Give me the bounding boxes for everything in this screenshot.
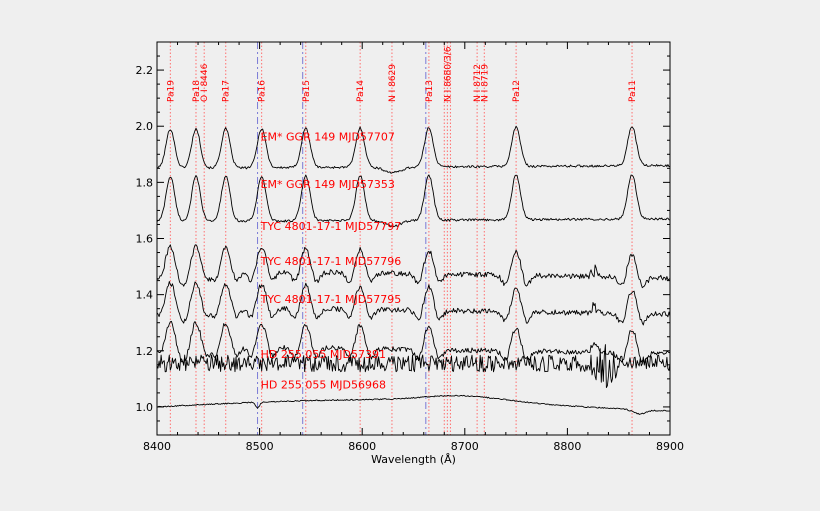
x-tick-label: 8800: [553, 440, 581, 453]
line-id-label: N I 8629: [388, 64, 398, 102]
spectrum-line: [156, 344, 671, 389]
spectrum-line: [156, 281, 671, 326]
series-label: EM* GGR 149 MJD57707: [261, 130, 395, 143]
line-id-label: Pa19: [166, 80, 176, 102]
line-id-label: Pa18: [192, 80, 202, 102]
line-id-label: Pa14: [356, 80, 366, 102]
line-id-label: Pa13: [425, 80, 435, 102]
line-id-label: Pa17: [222, 80, 232, 102]
series-label: HD 255 055 MJD57391: [261, 348, 386, 361]
axes: 8400 8500 8600 8700 8800 8900 1.0 1.2 1.4 1.6 1.8 2…: [136, 41, 684, 466]
x-tick-label: 8400: [143, 440, 171, 453]
spectrum-line: [156, 125, 671, 174]
series-label: EM* GGR 149 MJD57353: [261, 178, 395, 191]
x-tick-label: 8500: [246, 440, 274, 453]
y-tick-label: 2.0: [136, 120, 154, 133]
annotation-labels: EM* GGR 149 MJD57707 EM* GGR 149 MJD57353…: [166, 46, 638, 391]
series-label: TYC 4801-17-1 MJD57797: [260, 220, 402, 233]
line-id-label: Pa16: [258, 80, 268, 102]
line-id-label: N I 8680/3/6: [443, 46, 453, 102]
x-tick-label: 8700: [451, 440, 479, 453]
y-tick-label: 1.6: [136, 233, 154, 246]
x-axis-title: Wavelength (Å): [371, 453, 456, 466]
line-id-label: N I 8719: [480, 64, 490, 102]
spectrum-line: [156, 320, 671, 364]
spectrum-line: [156, 394, 671, 415]
spectrum-line: [156, 174, 671, 228]
line-id-label: Pa12: [512, 80, 522, 102]
line-id-label: Pa15: [302, 80, 312, 102]
y-tick-label: 2.2: [136, 64, 154, 77]
series-label: HD 255 055 MJD56968: [261, 379, 386, 392]
series-label: TYC 4801-17-1 MJD57795: [260, 293, 402, 306]
line-id-label: Pa11: [628, 80, 638, 102]
y-tick-label: 1.2: [136, 345, 154, 358]
guide-lines: [169, 42, 633, 435]
y-tick-label: 1.8: [136, 176, 154, 189]
y-tick-label: 1.4: [136, 289, 154, 302]
line-id-label: O I 8446: [200, 63, 210, 102]
line-id-label: N I 8712: [473, 64, 483, 102]
series-label: TYC 4801-17-1 MJD57796: [260, 255, 402, 268]
x-tick-label: 8900: [656, 440, 684, 453]
spectrum-line: [156, 244, 671, 289]
x-tick-label: 8600: [348, 440, 376, 453]
y-tick-label: 1.0: [136, 401, 154, 414]
series-group: [156, 125, 671, 415]
plot-frame: [156, 41, 671, 436]
